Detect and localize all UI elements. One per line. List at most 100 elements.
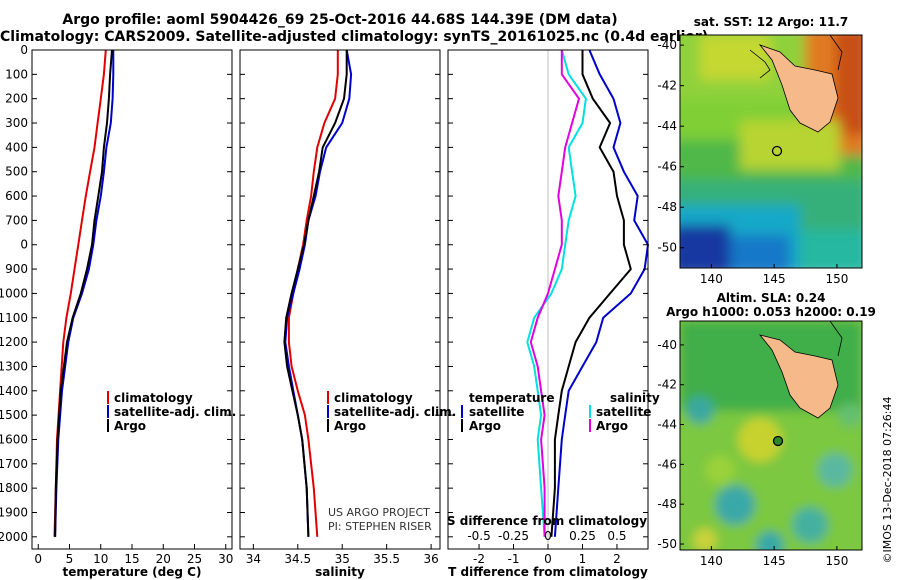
series-line-4 (529, 50, 580, 537)
map-y-tick-label: -48 (657, 200, 677, 214)
sla-map-subtitle: Argo h1000: 0.053 h2000: 0.19 (666, 305, 876, 319)
x-tick-label: 0 (34, 552, 42, 566)
series-line-3 (54, 49, 113, 537)
x-tick-label: 34.5 (284, 552, 311, 566)
legend-heading-salinity: salinity (610, 391, 660, 405)
map-y-tick-label: -44 (657, 119, 677, 133)
map-y-tick-label: -44 (657, 418, 677, 432)
y-tick-label: 700 (5, 213, 28, 227)
y-tick-label: 400 (5, 140, 28, 154)
legend-label-s-satellite: satellite (596, 405, 651, 419)
map-y-tick-label: -50 (657, 537, 677, 551)
sla-map-title: Altim. SLA: 0.24 (717, 291, 826, 305)
y-tick-label: 1200 (0, 335, 28, 349)
figure-title-line2: Climatology: CARS2009. Satellite-adjuste… (0, 29, 709, 45)
project-credit-line1: US ARGO PROJECT (328, 506, 430, 519)
map-y-tick-label: -40 (657, 38, 677, 52)
map-x-tick-label: 140 (700, 272, 723, 286)
x-tick-label: 1 (579, 552, 587, 566)
legend-heading-temperature: temperature (469, 391, 554, 405)
s-tick-label: 0.25 (569, 529, 596, 543)
map-y-tick-label: -48 (657, 497, 677, 511)
s-tick-label: -0.5 (467, 529, 490, 543)
map-y-tick-label: -50 (657, 241, 677, 255)
map-y-tick-label: -42 (657, 378, 677, 392)
s-difference-label: S difference from climatology (447, 514, 647, 528)
map-y-tick-label: -46 (657, 160, 677, 174)
y-tick-label: 1900 (0, 505, 28, 519)
project-credit-line2: PI: STEPHEN RISER (328, 520, 432, 533)
series-line-1 (553, 49, 649, 537)
map-y-tick-label: -42 (657, 79, 677, 93)
legend-label-argo: Argo (334, 419, 366, 433)
sla-map: Altim. SLA: 0.24 Argo h1000: 0.053 h2000… (657, 291, 876, 568)
map-y-tick-label: -40 (657, 338, 677, 352)
x-tick-label: 20 (156, 552, 171, 566)
y-tick-label: 2000 (0, 530, 28, 544)
series-line-3 (283, 50, 348, 537)
y-tick-label: 1500 (0, 408, 28, 422)
x-tick-label: -1 (508, 552, 520, 566)
legend-label-satellite: satellite-adj. clim. (334, 405, 456, 419)
y-tick-label: 100 (5, 67, 28, 81)
legend-label-climatology: climatology (334, 391, 413, 405)
y-tick-label: 1600 (0, 432, 28, 446)
argo-location-marker-sla (772, 435, 784, 447)
y-tick-label: 300 (5, 116, 28, 130)
sst-map-title: sat. SST: 12 Argo: 11.7 (694, 15, 848, 29)
imos-credit: ©IMOS 13-Dec-2018 07:26:44 (881, 397, 894, 564)
series-line-1 (287, 50, 339, 537)
argo-location-marker (771, 145, 783, 157)
salinity-panel: 34 34.5 35 35.5 36 salinity climatology sate… (239, 49, 456, 579)
salinity-plot-frame (239, 49, 441, 550)
x-tick-label: 35.5 (373, 552, 400, 566)
legend-label-argo: Argo (114, 419, 146, 433)
temperature-plot-frame (31, 49, 233, 550)
x-tick-label: 25 (187, 552, 202, 566)
legend-label-climatology: climatology (114, 391, 193, 405)
y-tick-label: 600 (5, 189, 28, 203)
x-tick-label: -2 (473, 552, 485, 566)
tasmania-land-shape (758, 44, 839, 133)
y-tick-label: 1700 (0, 457, 28, 471)
x-tick-label: 0 (544, 552, 552, 566)
series-line-2 (284, 49, 353, 537)
sst-map: sat. SST: 12 Argo: 11.7 140 145 1 (657, 15, 863, 286)
series-line-2 (54, 50, 115, 537)
map-x-tick-label: 150 (825, 554, 848, 568)
x-tick-label: 35 (335, 552, 350, 566)
y-tick-label: 1300 (0, 359, 28, 373)
map-x-tick-label: 150 (825, 272, 848, 286)
series-line-2 (550, 50, 632, 537)
y-tick-label: 1400 (0, 384, 28, 398)
map-x-tick-label: 145 (763, 554, 786, 568)
temperature-legend: climatology satellite-adj. clim. Argo (107, 391, 236, 433)
x-tick-label: 10 (93, 552, 108, 566)
difference-legend: temperature satellite Argo salinity sate… (461, 391, 660, 433)
temperature-xlabel: temperature (deg C) (63, 565, 202, 579)
x-tick-label: 5 (66, 552, 74, 566)
series-line-3 (526, 49, 587, 537)
figure-title-line1: Argo profile: aoml 5904426_69 25-Oct-201… (62, 12, 618, 28)
difference-panel: -2 -1 0 1 2 T difference from climatology S … (447, 49, 660, 579)
map-y-tick-label: -46 (657, 457, 677, 471)
y-tick-label: 0 (20, 43, 28, 57)
salinity-legend: climatology satellite-adj. clim. Argo (327, 391, 456, 433)
y-tick-label: 500 (5, 165, 28, 179)
s-tick-label: -0.25 (498, 529, 529, 543)
legend-label-satellite: satellite-adj. clim. (114, 405, 236, 419)
y-tick-label: 1000 (0, 286, 28, 300)
x-tick-label: 34 (246, 552, 261, 566)
y-tick-label: 1800 (0, 481, 28, 495)
x-tick-label: 30 (218, 552, 233, 566)
x-tick-label: 36 (423, 552, 438, 566)
x-tick-label: 15 (124, 552, 139, 566)
s-tick-label: 0.5 (607, 529, 626, 543)
temperature-panel: 0 5 10 15 20 25 30 0 100 200 300 400 500 600 700 0 900 1… (0, 43, 236, 579)
salinity-xlabel: salinity (315, 565, 365, 579)
map-x-tick-label: 145 (763, 272, 786, 286)
legend-label-s-argo: Argo (596, 419, 628, 433)
y-tick-label: 900 (5, 262, 28, 276)
y-tick-label: 0 (20, 238, 28, 252)
